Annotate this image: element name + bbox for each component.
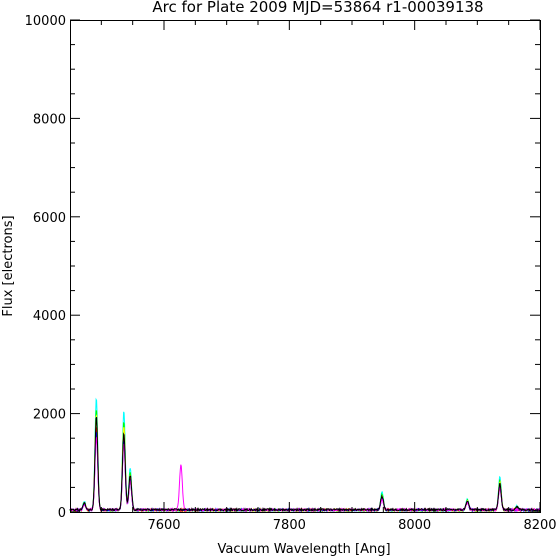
plot-frame xyxy=(70,20,541,513)
y-tick-label: 0 xyxy=(58,506,66,521)
x-axis-label: Vacuum Wavelength [Ang] xyxy=(217,542,390,557)
x-tick-label: 8000 xyxy=(398,518,431,533)
y-tick-label: 4000 xyxy=(33,309,66,324)
series-line-7 xyxy=(69,416,540,513)
y-tick-label: 10000 xyxy=(25,14,66,29)
y-tick-label: 6000 xyxy=(33,211,66,226)
series-line-4 xyxy=(69,427,540,513)
x-tick-label: 7800 xyxy=(273,518,306,533)
x-tick-label: 7600 xyxy=(147,518,180,533)
series-layer xyxy=(69,397,541,514)
series-line-5 xyxy=(69,431,540,513)
chart-title: Arc for Plate 2009 MJD=53864 r1-00039138 xyxy=(152,0,483,16)
series-line-3 xyxy=(69,414,540,513)
series-line-2 xyxy=(69,410,541,513)
series-line-6 xyxy=(69,436,541,513)
ticks-layer: 7600 7800 8000 8200 0 2000 4000 6000 8000 10000 xyxy=(25,14,556,533)
y-tick-label: 8000 xyxy=(33,112,66,127)
x-tick-label: 8200 xyxy=(523,518,556,533)
y-axis-label: Flux [electrons] xyxy=(1,215,16,316)
series-line-1 xyxy=(69,397,541,514)
y-tick-label: 2000 xyxy=(33,408,66,423)
